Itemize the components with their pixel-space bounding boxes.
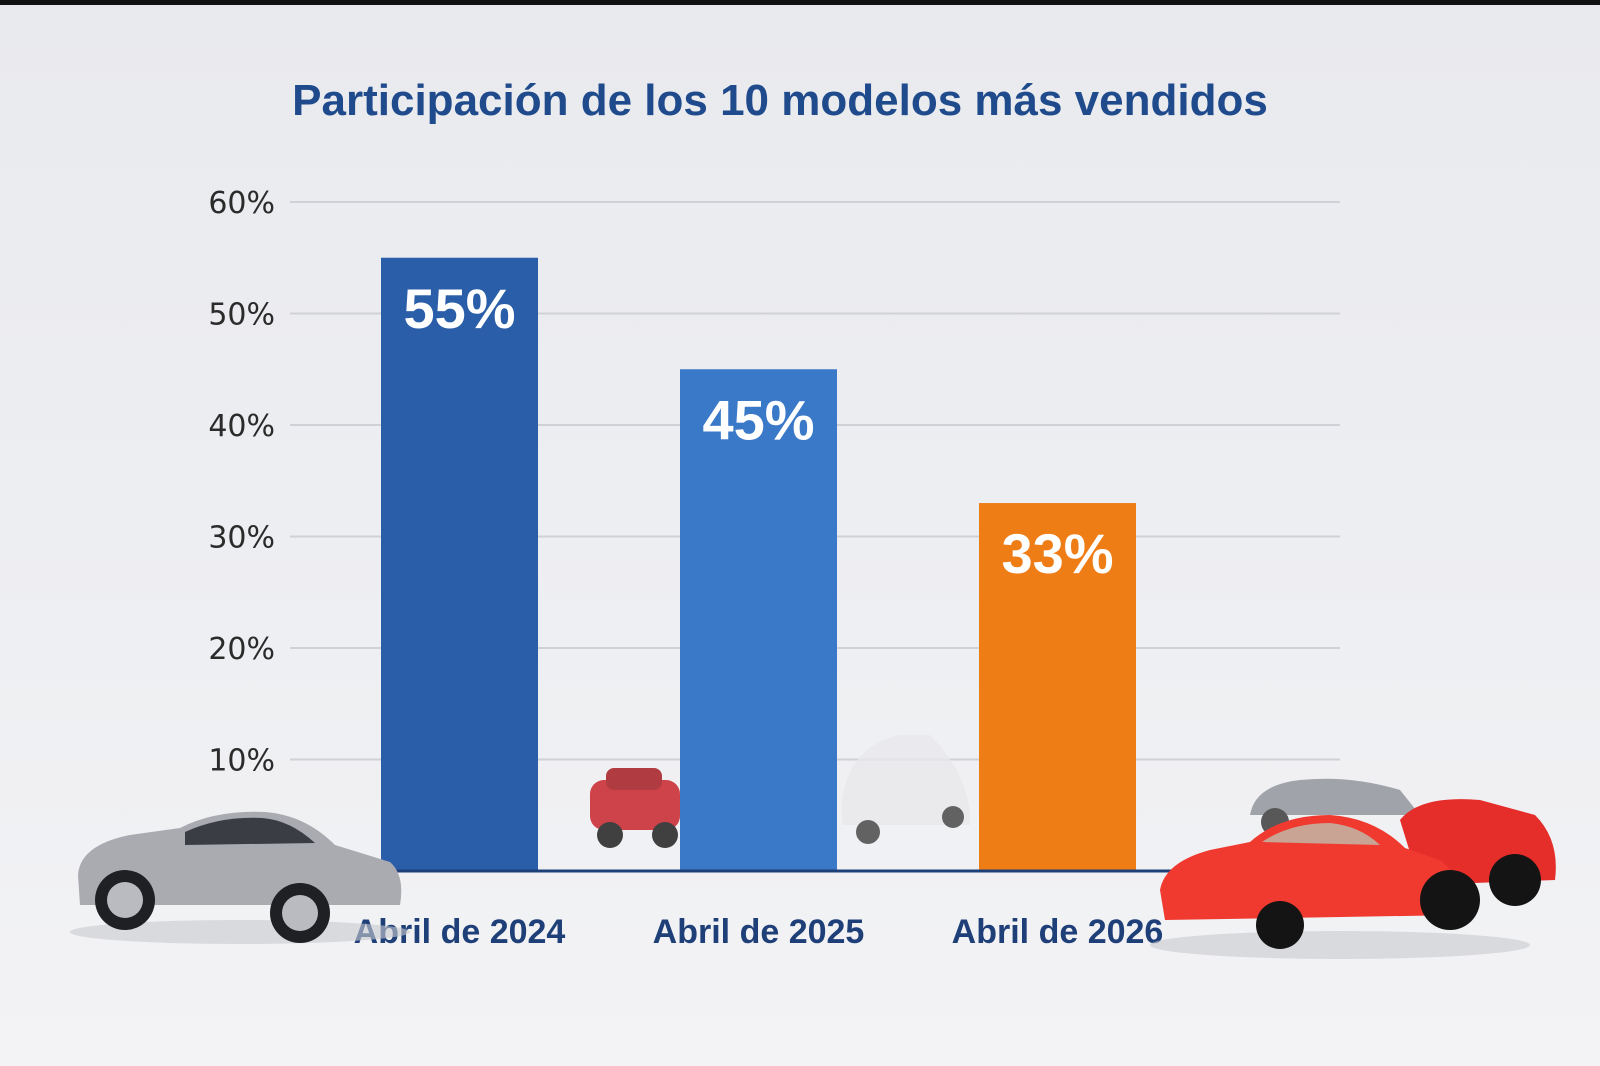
bar-2	[680, 369, 837, 871]
bar-1	[381, 257, 538, 871]
chart-title: Participación de los 10 modelos más vend…	[292, 76, 1268, 125]
x-axis-categories: Abril de 2024 Abril de 2025 Abril de 2026	[354, 913, 1164, 951]
data-labels: 55% 45% 33%	[403, 277, 1113, 585]
blurred-red-car-image	[590, 768, 680, 848]
bars	[381, 257, 1136, 871]
data-label-1: 55%	[403, 277, 515, 340]
data-label-3: 33%	[1001, 522, 1113, 585]
silver-car-image	[70, 811, 410, 944]
data-label-2: 45%	[702, 388, 814, 451]
blurred-white-car-image	[842, 735, 970, 844]
x-category-label: Abril de 2025	[653, 913, 865, 951]
top-border	[0, 0, 1600, 5]
grey-car-background-image	[1250, 778, 1420, 836]
bar-3	[979, 503, 1136, 871]
y-tick-label: 30%	[208, 521, 275, 556]
y-tick-label: 60%	[208, 186, 275, 221]
red-car-image	[1150, 799, 1556, 959]
x-category-label: Abril de 2026	[952, 913, 1164, 951]
y-tick-label: 40%	[208, 409, 275, 444]
y-tick-label: 50%	[208, 298, 275, 333]
y-tick-label: 10%	[208, 744, 275, 779]
y-axis-ticks: 10% 20% 30% 40% 50% 60%	[208, 186, 275, 779]
y-tick-label: 20%	[208, 632, 275, 667]
